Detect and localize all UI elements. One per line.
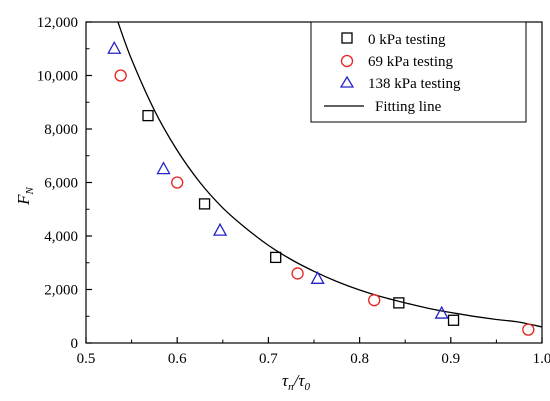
x-axis-ticks: 0.5 0.6 0.7 0.8 0.9 1.0 — [77, 337, 550, 367]
data-point-138kpa — [156, 161, 171, 175]
x-axis-title: τn/τ0 — [282, 371, 310, 393]
data-point-69kpa — [171, 176, 184, 189]
legend-marker-69kpa — [340, 54, 354, 68]
y-axis-title-sub: N — [24, 186, 36, 195]
x-axis-title-sep: /τ — [293, 371, 306, 390]
y-tick-label: 0 — [71, 336, 79, 352]
legend-marker-0kpa — [341, 32, 353, 44]
fitting-line-layer — [117, 21, 543, 328]
marker-layer — [107, 40, 535, 336]
data-point-69kpa — [114, 69, 127, 82]
x-axis-title-sub2: 0 — [304, 381, 310, 393]
data-point-0kpa — [198, 198, 211, 210]
x-tick-label: 0.6 — [168, 351, 187, 367]
y-tick-label: 8,000 — [44, 122, 78, 138]
legend-marker-138kpa — [339, 75, 355, 88]
data-point-0kpa — [447, 314, 460, 326]
data-point-138kpa — [310, 270, 325, 284]
y-axis-ticks: 0 2,000 4,000 6,000 8,000 10,000 12,000 — [37, 15, 92, 352]
y-tick-label: 6,000 — [44, 176, 78, 192]
data-point-138kpa — [434, 305, 449, 319]
data-point-0kpa — [142, 109, 154, 122]
x-tick-label: 1.0 — [533, 351, 550, 367]
data-point-69kpa — [368, 294, 381, 307]
legend-label-fitting-line: Fitting line — [375, 99, 442, 115]
y-tick-label: 2,000 — [44, 283, 78, 299]
y-tick-label: 4,000 — [44, 229, 78, 245]
legend: 0 kPa testing 69 kPa testing 138 kPa tes… — [310, 21, 527, 123]
y-axis-title: FN — [14, 186, 36, 205]
data-point-0kpa — [393, 297, 405, 309]
x-tick-label: 0.5 — [77, 351, 96, 367]
data-point-138kpa — [212, 222, 228, 236]
legend-label-138kpa: 138 kPa testing — [368, 76, 461, 92]
y-axis-title-main: F — [14, 194, 33, 206]
data-point-69kpa — [291, 267, 304, 280]
y-tick-label: 12,000 — [37, 15, 78, 31]
x-axis-title-main: τ — [282, 371, 289, 390]
data-point-69kpa — [522, 323, 535, 336]
legend-label-0kpa: 0 kPa testing — [368, 32, 446, 48]
legend-label-69kpa: 69 kPa testing — [368, 54, 453, 70]
data-point-138kpa — [107, 40, 122, 54]
fitting-line — [117, 21, 543, 328]
x-tick-label: 0.9 — [441, 351, 460, 367]
x-axis-title-sub1: n — [288, 381, 294, 393]
legend-box — [310, 21, 527, 123]
y-tick-label: 10,000 — [37, 69, 78, 85]
x-tick-label: 0.8 — [350, 351, 369, 367]
data-point-0kpa — [270, 251, 282, 264]
x-tick-label: 0.7 — [259, 351, 278, 367]
